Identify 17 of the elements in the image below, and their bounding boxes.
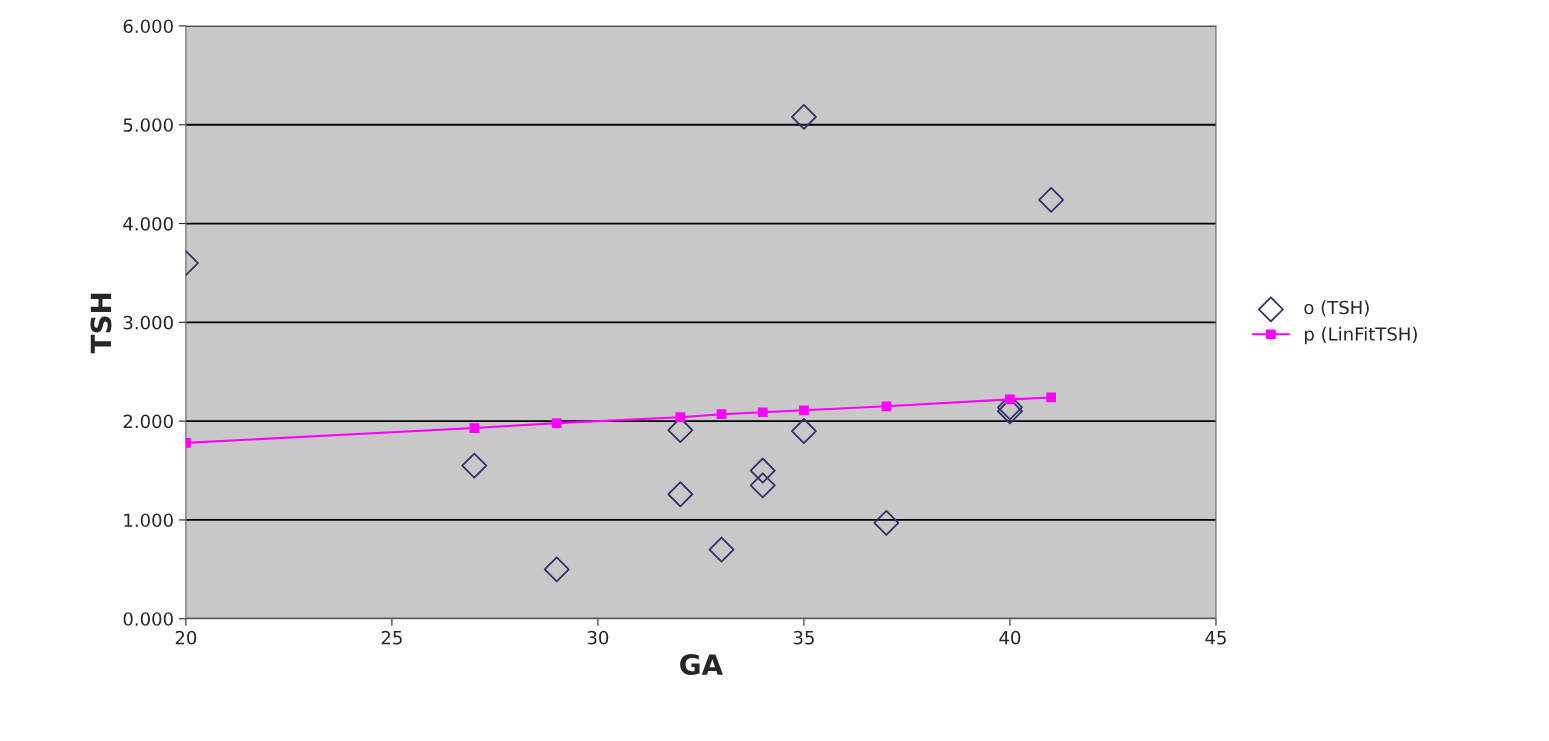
legend-label: o (TSH)	[1304, 300, 1369, 317]
legend-label: p (LinFitTSH)	[1305, 326, 1417, 345]
x-tick-label: 30	[587, 630, 609, 645]
x-tick-label: 45	[1205, 631, 1226, 645]
y-tick-label: 3.000	[123, 315, 173, 330]
x-tick-label: 25	[381, 630, 402, 645]
y-tick-label: 2.000	[123, 414, 173, 429]
x-axis-title: GA	[680, 654, 723, 676]
y-tick-label: 6.000	[123, 19, 173, 34]
x-tick-label: 40	[999, 630, 1021, 645]
x-tick-label: 20	[175, 630, 197, 645]
y-tick-label: 0.000	[123, 612, 173, 626]
y-axis-title: TSH	[90, 293, 112, 354]
y-tick-label: 1.000	[124, 513, 173, 528]
x-tick-label: 35	[793, 630, 814, 645]
y-tick-label: 4.000	[123, 216, 173, 231]
y-tick-label: 5.000	[123, 118, 173, 132]
